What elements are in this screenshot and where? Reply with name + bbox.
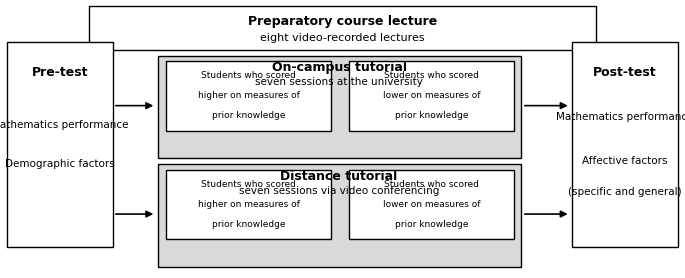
- Text: Post-test: Post-test: [593, 66, 657, 79]
- Text: Pre-test: Pre-test: [32, 66, 88, 79]
- Text: Students who scored: Students who scored: [201, 71, 296, 80]
- FancyBboxPatch shape: [166, 170, 331, 239]
- Text: Students who scored: Students who scored: [384, 71, 479, 80]
- Text: lower on measures of: lower on measures of: [383, 91, 480, 100]
- FancyBboxPatch shape: [166, 61, 331, 131]
- Text: prior knowledge: prior knowledge: [395, 220, 469, 229]
- Text: seven sessions via video conferencing: seven sessions via video conferencing: [239, 186, 439, 196]
- Text: (specific and general): (specific and general): [569, 187, 682, 197]
- Text: Affective factors: Affective factors: [582, 156, 668, 166]
- Text: higher on measures of: higher on measures of: [198, 200, 299, 209]
- Text: prior knowledge: prior knowledge: [212, 220, 286, 229]
- Text: prior knowledge: prior knowledge: [212, 111, 286, 120]
- FancyBboxPatch shape: [7, 42, 113, 247]
- Text: Mathematics performance: Mathematics performance: [556, 112, 685, 122]
- Text: higher on measures of: higher on measures of: [198, 91, 299, 100]
- Text: Students who scored: Students who scored: [384, 180, 479, 189]
- Text: Distance tutorial: Distance tutorial: [280, 170, 398, 183]
- Text: Demographic factors: Demographic factors: [5, 159, 115, 169]
- FancyBboxPatch shape: [349, 170, 514, 239]
- Text: On-campus tutorial: On-campus tutorial: [271, 61, 407, 75]
- Text: Preparatory course lecture: Preparatory course lecture: [248, 15, 437, 28]
- Text: Students who scored: Students who scored: [201, 180, 296, 189]
- Text: seven sessions at the university: seven sessions at the university: [255, 77, 423, 87]
- Text: prior knowledge: prior knowledge: [395, 111, 469, 120]
- FancyBboxPatch shape: [158, 164, 521, 267]
- FancyBboxPatch shape: [89, 6, 596, 50]
- Text: eight video-recorded lectures: eight video-recorded lectures: [260, 33, 425, 43]
- FancyBboxPatch shape: [572, 42, 678, 247]
- Text: Mathematics performance: Mathematics performance: [0, 120, 129, 130]
- FancyBboxPatch shape: [349, 61, 514, 131]
- Text: lower on measures of: lower on measures of: [383, 200, 480, 209]
- FancyBboxPatch shape: [158, 56, 521, 158]
